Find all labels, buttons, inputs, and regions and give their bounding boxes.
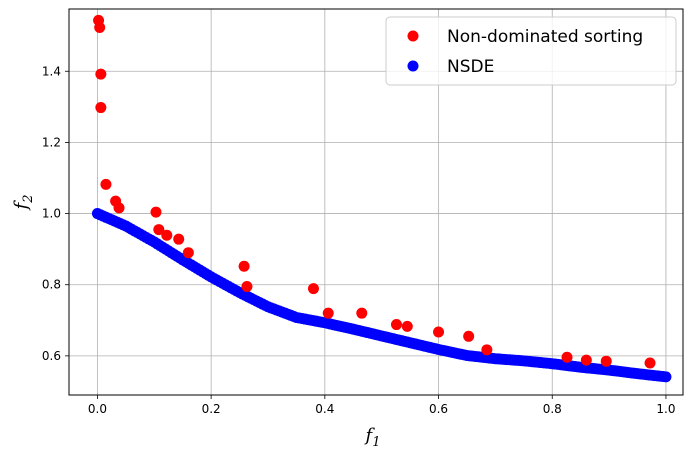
legend: Non-dominated sorting NSDE — [385, 16, 677, 86]
legend-label-non-dominated-sorting: Non-dominated sorting — [447, 27, 643, 47]
x-tick-label: 0.0 — [88, 402, 107, 416]
non-dominated-sorting-point — [561, 351, 573, 363]
x-tick-label: 0.8 — [543, 402, 562, 416]
non-dominated-sorting-point — [100, 178, 112, 190]
x-tick-label: 1.0 — [656, 402, 675, 416]
series-layer — [91, 14, 672, 383]
non-dominated-sorting-point — [150, 206, 162, 218]
non-dominated-sorting-point — [238, 260, 250, 272]
y-tick-label: 1.4 — [42, 64, 61, 78]
non-dominated-sorting-point — [600, 355, 612, 367]
non-dominated-sorting-point — [94, 22, 106, 33]
non-dominated-sorting-point — [322, 307, 334, 319]
non-dominated-sorting-point — [95, 68, 107, 80]
non-dominated-sorting-point — [161, 229, 173, 241]
non-dominated-sorting-point — [433, 326, 445, 338]
legend-marker-non-dominated-sorting — [407, 30, 419, 42]
non-dominated-sorting-point — [356, 307, 368, 319]
x-tick-label: 0.2 — [202, 402, 221, 416]
non-dominated-sorting-point — [481, 344, 493, 356]
non-dominated-sorting-point — [580, 354, 592, 366]
non-dominated-sorting-point — [401, 320, 413, 332]
y-tick-label: 0.8 — [42, 278, 61, 292]
non-dominated-sorting-point — [463, 330, 475, 342]
non-dominated-sorting-point — [153, 224, 165, 236]
legend-label-nsde: NSDE — [447, 57, 494, 77]
axis-ticks: 0.0 0.2 0.4 0.6 0.8 1.0 0.6 0.8 1.0 1.2 1.4 — [42, 64, 676, 416]
non-dominated-sorting-point — [113, 202, 125, 214]
series-nsde — [91, 208, 672, 383]
nsde-point — [660, 371, 672, 383]
non-dominated-sorting-point — [390, 319, 402, 331]
non-dominated-sorting-point — [644, 357, 656, 369]
y-axis-label: f2 — [11, 195, 36, 212]
non-dominated-sorting-point — [241, 280, 253, 292]
non-dominated-sorting-point — [182, 247, 194, 259]
x-tick-label: 0.4 — [315, 402, 334, 416]
legend-marker-nsde — [407, 60, 419, 72]
non-dominated-sorting-point — [307, 283, 319, 295]
plot-frame — [68, 8, 684, 396]
series-non-dominated-sorting — [93, 14, 656, 369]
x-axis-label: f1 — [364, 425, 381, 450]
y-tick-label: 0.6 — [42, 349, 61, 363]
y-tick-label: 1.2 — [42, 135, 61, 149]
y-tick-label: 1.0 — [42, 207, 61, 221]
x-tick-label: 0.6 — [429, 402, 448, 416]
non-dominated-sorting-point — [173, 233, 185, 245]
legend-box — [385, 16, 677, 86]
non-dominated-sorting-point — [95, 102, 107, 114]
